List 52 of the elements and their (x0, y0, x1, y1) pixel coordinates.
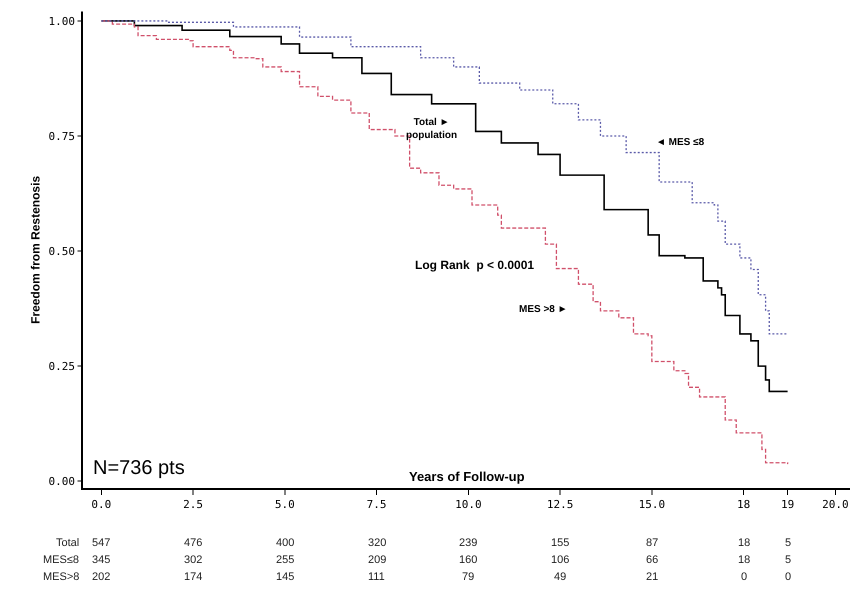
text: 239 (459, 537, 478, 549)
x-tick-label: 0.0 (91, 498, 112, 512)
annotation: MES >8 ► (519, 304, 568, 315)
x-tick-label: 7.5 (366, 498, 387, 512)
text: 345 (92, 554, 110, 566)
text: MES≤8 (43, 554, 79, 566)
y-tick-label: 0.50 (48, 244, 76, 258)
y-tick-label: 0.00 (48, 475, 76, 488)
annotation: Total ► population (406, 117, 458, 141)
y-axis-title: Freedom from Restenosis (28, 176, 42, 324)
x-tick-label: 2.5 (183, 498, 204, 512)
y-tick-label: 1.00 (48, 14, 76, 28)
x-tick-label: 15.0 (638, 498, 666, 512)
annotation: Log Rank p < 0.0001 (415, 258, 534, 272)
x-tick-label: 5.0 (274, 498, 295, 512)
y-tick-label: 0.75 (48, 130, 76, 143)
text: 5 (785, 554, 792, 566)
y-tick-label: 0.25 (48, 360, 76, 373)
x-tick-label: 20.0 (822, 498, 849, 512)
text: 18 (738, 537, 750, 549)
text: 87 (646, 537, 658, 549)
text: 476 (184, 537, 202, 549)
text: 106 (551, 554, 570, 566)
text: 302 (184, 554, 202, 566)
text: 0 (785, 571, 792, 583)
text: 145 (276, 571, 294, 583)
text: 66 (646, 554, 658, 566)
text: Total (56, 537, 80, 549)
x-tick-label: 18 (736, 498, 750, 512)
text: 18 (738, 554, 750, 566)
text: 0 (741, 571, 748, 583)
text: 79 (462, 571, 474, 583)
text: 255 (276, 554, 294, 566)
annotation: ◄ MES ≤8 (656, 137, 705, 148)
x-tick-label: 19 (780, 498, 794, 512)
text: 155 (551, 537, 570, 549)
text: 5 (785, 537, 792, 549)
x-tick-label: 10.0 (455, 498, 482, 512)
text: 202 (92, 571, 110, 583)
text: 400 (276, 537, 294, 549)
text: 547 (92, 537, 110, 549)
text: 21 (646, 571, 658, 583)
text: 209 (368, 554, 386, 566)
text: MES>8 (43, 571, 80, 583)
text: 111 (368, 571, 385, 583)
text: 160 (459, 554, 478, 566)
text: 49 (554, 571, 566, 583)
text: 320 (368, 537, 386, 549)
text: 174 (184, 571, 202, 583)
annotation: N=736 pts (93, 457, 185, 479)
x-axis-title: Years of Follow-up (409, 469, 525, 484)
x-tick-label: 12.5 (546, 498, 574, 512)
